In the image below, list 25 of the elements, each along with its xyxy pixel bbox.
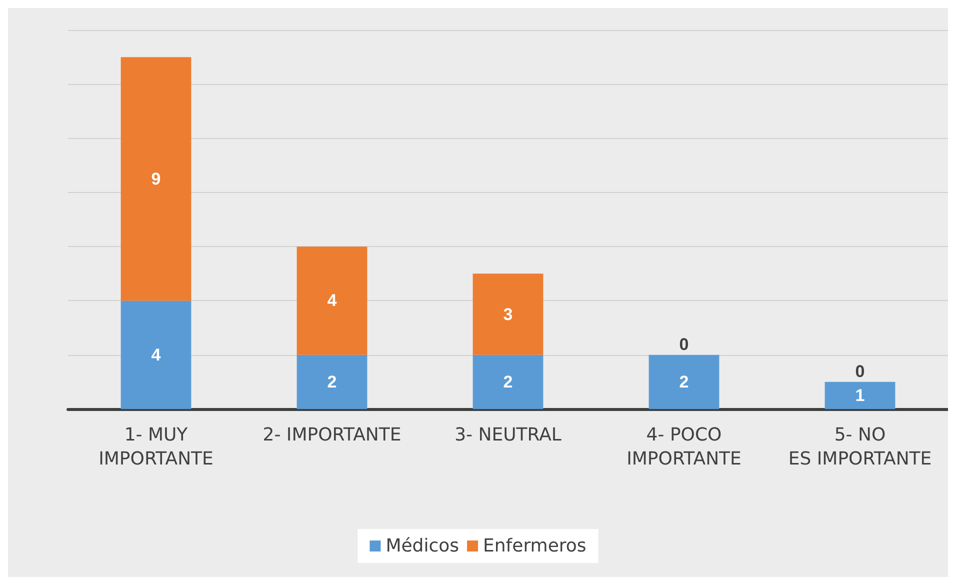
data-label: 9 bbox=[151, 169, 161, 188]
bar bbox=[472, 274, 544, 355]
data-label: 0 bbox=[855, 362, 865, 381]
bar bbox=[120, 57, 192, 301]
data-label: 3 bbox=[503, 304, 513, 324]
data-label: 2 bbox=[327, 372, 337, 392]
x-tick-label: 2- IMPORTANTE bbox=[262, 424, 402, 446]
bar bbox=[824, 382, 896, 409]
legend-label: Enfermeros bbox=[483, 536, 586, 556]
x-tick-label: 3- NEUTRAL bbox=[454, 424, 562, 446]
data-label: 1 bbox=[855, 386, 865, 405]
x-tick-label: 1- MUY IMPORTANTE bbox=[98, 424, 214, 470]
bar bbox=[648, 354, 720, 409]
x-tick-label: 5- NO ES IMPORTANTE bbox=[788, 424, 932, 470]
bar bbox=[296, 354, 368, 409]
data-label: 4 bbox=[151, 345, 162, 364]
bar bbox=[120, 300, 192, 409]
legend-label: Médicos bbox=[386, 536, 460, 556]
bar bbox=[472, 354, 544, 409]
bar bbox=[296, 246, 368, 355]
x-tick-label: 4- POCO IMPORTANTE bbox=[626, 424, 742, 470]
data-label: 2 bbox=[679, 372, 689, 392]
data-label: 2 bbox=[503, 372, 513, 392]
data-label: 4 bbox=[327, 291, 338, 310]
data-label: 0 bbox=[679, 334, 689, 354]
